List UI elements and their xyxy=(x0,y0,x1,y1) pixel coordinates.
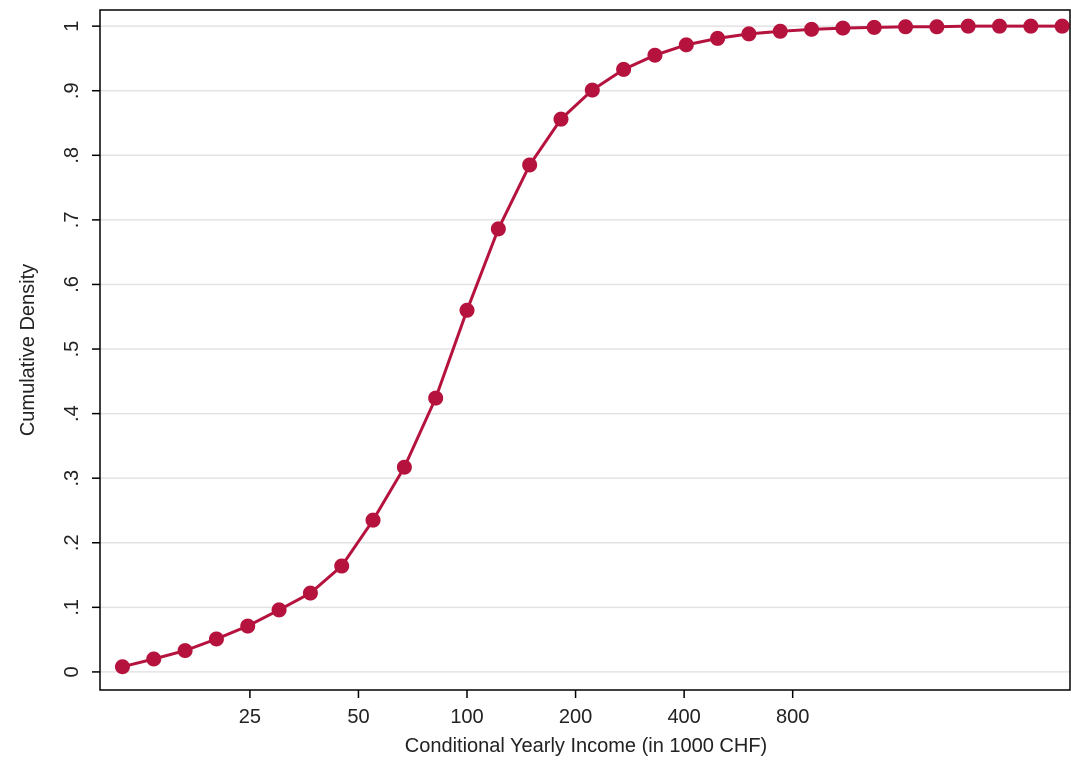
data-point xyxy=(396,459,412,475)
y-tick-label: .5 xyxy=(61,341,83,358)
x-tick-label: 200 xyxy=(559,706,592,728)
data-point xyxy=(1023,18,1039,34)
data-point xyxy=(960,18,976,34)
x-tick-label: 50 xyxy=(347,706,369,728)
data-point xyxy=(114,659,130,675)
data-point xyxy=(428,390,444,406)
data-point xyxy=(584,82,600,98)
y-tick-label: .6 xyxy=(61,276,83,293)
series-line xyxy=(122,24,1063,669)
x-tick-label: 800 xyxy=(776,706,809,728)
data-point xyxy=(898,19,914,35)
data-point xyxy=(772,23,788,39)
y-tick-label: .1 xyxy=(61,599,83,616)
data-point xyxy=(240,618,256,634)
data-point xyxy=(522,157,538,173)
data-point xyxy=(177,643,193,659)
data-point xyxy=(553,111,569,127)
data-point xyxy=(146,651,162,667)
data-point xyxy=(991,18,1007,34)
data-point xyxy=(1054,18,1070,34)
data-point xyxy=(929,19,945,35)
data-point xyxy=(678,37,694,53)
data-point xyxy=(302,585,318,601)
data-point xyxy=(616,61,632,77)
data-point xyxy=(647,47,663,63)
x-axis-label: Conditional Yearly Income (in 1000 CHF) xyxy=(405,735,767,757)
data-point xyxy=(365,512,381,528)
y-axis-label: Cumulative Density xyxy=(17,264,39,436)
data-point xyxy=(459,302,475,318)
y-tick-label: .2 xyxy=(61,534,83,551)
x-tick-label: 400 xyxy=(667,706,700,728)
data-point xyxy=(741,26,757,42)
data-point xyxy=(804,21,820,37)
data-point xyxy=(271,602,287,618)
x-tick-label: 100 xyxy=(450,706,483,728)
plot-frame xyxy=(99,9,1071,691)
y-tick-label: 1 xyxy=(61,21,83,32)
data-point xyxy=(866,19,882,35)
y-tick-label: .7 xyxy=(61,212,83,229)
data-point xyxy=(334,558,350,574)
data-point xyxy=(208,631,224,647)
data-point xyxy=(490,221,506,237)
y-tick-label: .9 xyxy=(61,82,83,99)
data-point xyxy=(710,30,726,46)
data-point xyxy=(835,20,851,36)
x-tick-label: 25 xyxy=(239,706,261,728)
y-tick-label: 0 xyxy=(61,666,83,677)
y-tick-label: .3 xyxy=(61,470,83,487)
y-tick-label: .8 xyxy=(61,147,83,164)
y-tick-label: .4 xyxy=(61,405,83,422)
